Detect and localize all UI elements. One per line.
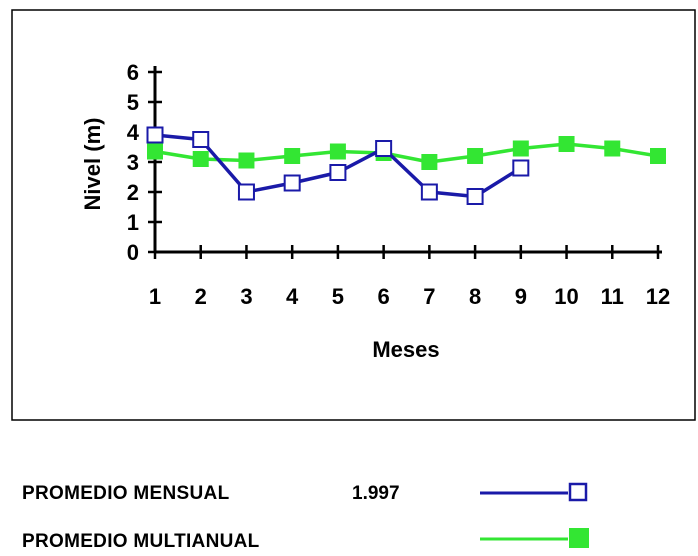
- x-tick-label: 5: [332, 284, 344, 309]
- legend-year-mensual: 1.997: [352, 483, 400, 504]
- legend-item-multianual: PROMEDIO MULTIANUAL: [22, 528, 260, 556]
- data-point-mensual: [237, 183, 255, 201]
- filled-square-icon: [569, 528, 589, 548]
- data-point-multianual: [604, 140, 621, 157]
- data-point-mensual: [192, 131, 210, 148]
- data-point-multianual: [284, 148, 301, 164]
- chart-series: [146, 126, 666, 205]
- y-tick-label: 6: [127, 60, 139, 85]
- data-point-mensual: [329, 164, 347, 181]
- y-axis-label: Nivel (m): [80, 118, 105, 211]
- data-point-mensual: [375, 140, 393, 157]
- legend-item-mensual: PROMEDIO MENSUAL: [22, 480, 229, 508]
- data-point-multianual: [329, 143, 346, 160]
- legend-swatch-mensual: [480, 482, 588, 502]
- x-tick-label: 8: [469, 284, 481, 309]
- y-tick-label: 3: [127, 150, 139, 175]
- legend-label-mensual: PROMEDIO MENSUAL: [22, 483, 230, 504]
- y-tick-label: 1: [127, 210, 139, 235]
- x-axis-label: Meses: [372, 337, 439, 362]
- x-tick-label: 1: [149, 284, 161, 309]
- data-point-multianual: [467, 148, 484, 164]
- x-tick-label: 6: [378, 284, 390, 309]
- data-point-multianual: [238, 152, 255, 169]
- data-point-multianual: [650, 148, 666, 164]
- data-point-mensual: [146, 126, 164, 144]
- data-point-mensual: [283, 174, 301, 192]
- data-point-mensual: [420, 183, 438, 201]
- data-point-mensual: [466, 188, 484, 205]
- legend-swatch-multianual: [480, 528, 589, 548]
- x-tick-label: 7: [423, 284, 435, 309]
- data-point-multianual: [558, 136, 575, 152]
- y-tick-label: 5: [127, 90, 139, 115]
- hollow-square-icon: [568, 482, 588, 502]
- y-tick-label: 0: [127, 240, 139, 265]
- data-point-multianual: [147, 143, 163, 160]
- data-point-multianual: [192, 151, 209, 167]
- y-tick-label: 4: [127, 120, 140, 145]
- x-tick-label: 12: [646, 284, 670, 309]
- data-point-multianual: [512, 140, 529, 157]
- x-tick-label: 11: [601, 284, 624, 309]
- series-line-1: [154, 142, 659, 164]
- x-tick-label: 3: [240, 284, 252, 309]
- chart-frame: [11, 9, 696, 421]
- y-tick-label: 2: [127, 180, 139, 205]
- x-tick-label: 4: [286, 284, 299, 309]
- x-tick-label: 9: [515, 284, 527, 309]
- x-tick-label: 10: [554, 284, 578, 309]
- data-point-multianual: [421, 154, 438, 170]
- x-tick-label: 2: [195, 284, 207, 309]
- data-point-mensual: [512, 159, 530, 177]
- legend-label-multianual: PROMEDIO MULTIANUAL: [22, 531, 260, 552]
